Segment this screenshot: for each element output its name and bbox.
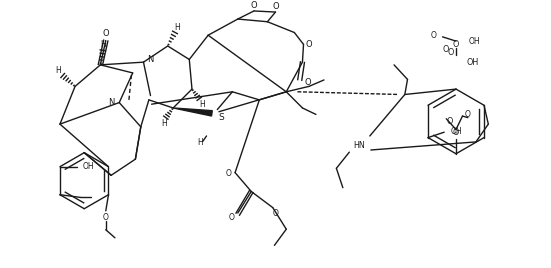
Text: O: O xyxy=(453,40,459,49)
Text: O: O xyxy=(305,78,311,87)
Text: OH: OH xyxy=(450,126,462,136)
Text: O: O xyxy=(447,117,453,126)
Text: O: O xyxy=(447,48,454,57)
Text: O: O xyxy=(228,213,234,222)
Text: O: O xyxy=(251,1,257,10)
Text: N: N xyxy=(147,55,153,64)
Text: N: N xyxy=(109,98,115,107)
Text: H: H xyxy=(199,100,204,109)
Text: H: H xyxy=(161,118,167,128)
Text: H: H xyxy=(197,139,203,147)
Text: O: O xyxy=(453,128,459,137)
Text: O: O xyxy=(103,213,109,222)
Text: O: O xyxy=(272,2,279,11)
Text: HN: HN xyxy=(353,141,365,150)
Text: O: O xyxy=(430,31,436,40)
Text: OH: OH xyxy=(466,58,478,67)
Text: OH: OH xyxy=(82,162,94,171)
Text: O: O xyxy=(273,209,278,218)
Polygon shape xyxy=(173,108,212,116)
Text: S: S xyxy=(219,113,224,122)
Text: O: O xyxy=(442,45,449,54)
Text: H: H xyxy=(175,23,180,32)
Text: O: O xyxy=(226,169,231,178)
Text: O: O xyxy=(306,40,312,49)
Text: O: O xyxy=(465,110,471,120)
Text: O: O xyxy=(102,29,109,38)
Text: H: H xyxy=(100,40,106,49)
Text: H: H xyxy=(55,66,61,75)
Text: OH: OH xyxy=(469,37,480,46)
